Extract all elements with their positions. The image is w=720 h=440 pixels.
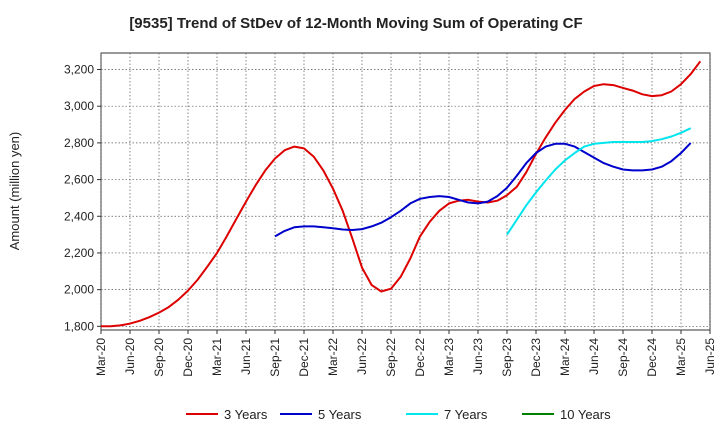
- x-tick-label: Mar-22: [326, 338, 340, 376]
- y-axis-label: Amount (million yen): [7, 132, 22, 251]
- x-tick-label: Jun-23: [471, 338, 485, 375]
- x-tick-label: Mar-21: [210, 338, 224, 376]
- y-axis-ticks: 1,800 2,000 2,200 2,400 2,600 2,800 3,000 3,200: [64, 63, 101, 333]
- y-tick-label: 2,600: [64, 173, 94, 187]
- x-tick-label: Mar-23: [442, 338, 456, 376]
- y-tick-label: 1,800: [64, 319, 94, 333]
- x-tick-label: Jun-21: [239, 338, 253, 375]
- legend-label: 10 Years: [560, 407, 611, 422]
- plot-area: [100, 52, 711, 331]
- legend-label: 3 Years: [224, 407, 268, 422]
- x-tick-label: Dec-20: [181, 338, 195, 377]
- legend-label: 5 Years: [318, 407, 362, 422]
- x-tick-label: Dec-21: [297, 338, 311, 377]
- x-tick-label: Sep-20: [152, 338, 166, 377]
- x-tick-label: Sep-24: [616, 338, 630, 377]
- x-tick-label: Dec-24: [645, 338, 659, 377]
- y-tick-label: 2,400: [64, 209, 94, 223]
- legend: 3 Years 5 Years 7 Years 10 Years: [186, 407, 611, 422]
- x-tick-label: Jun-25: [703, 338, 717, 375]
- y-tick-label: 3,000: [64, 99, 94, 113]
- x-tick-label: Mar-25: [674, 338, 688, 376]
- chart-title: [9535] Trend of StDev of 12-Month Moving…: [129, 15, 582, 32]
- x-tick-label: Mar-24: [558, 338, 572, 376]
- x-tick-label: Dec-23: [529, 338, 543, 377]
- x-tick-label: Mar-20: [94, 338, 108, 376]
- y-tick-label: 2,800: [64, 136, 94, 150]
- x-tick-label: Sep-21: [268, 338, 282, 377]
- series-line-5-years: [274, 142, 692, 238]
- x-tick-label: Jun-20: [123, 338, 137, 375]
- x-axis-ticks: Mar-20 Jun-20 Sep-20 Dec-20 Mar-21 Jun-21 Sep-…: [94, 330, 717, 377]
- x-tick-label: Sep-23: [500, 338, 514, 377]
- x-tick-label: Dec-22: [413, 338, 427, 377]
- y-tick-label: 2,000: [64, 283, 94, 297]
- x-tick-label: Jun-24: [587, 338, 601, 375]
- y-tick-label: 2,200: [64, 246, 94, 260]
- grid-lines: [100, 53, 711, 330]
- x-tick-label: Jun-22: [355, 338, 369, 375]
- series-line-3-years: [101, 60, 702, 328]
- y-tick-label: 3,200: [64, 63, 94, 77]
- x-tick-label: Sep-22: [384, 338, 398, 377]
- legend-label: 7 Years: [444, 407, 488, 422]
- series-lines: [101, 60, 702, 328]
- series-line-7-years: [506, 127, 692, 236]
